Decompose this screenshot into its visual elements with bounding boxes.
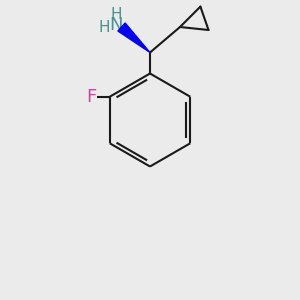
Polygon shape: [118, 23, 150, 52]
Text: H: H: [110, 7, 122, 22]
Text: F: F: [86, 88, 96, 106]
Text: H: H: [98, 20, 110, 34]
Text: N: N: [110, 16, 123, 34]
